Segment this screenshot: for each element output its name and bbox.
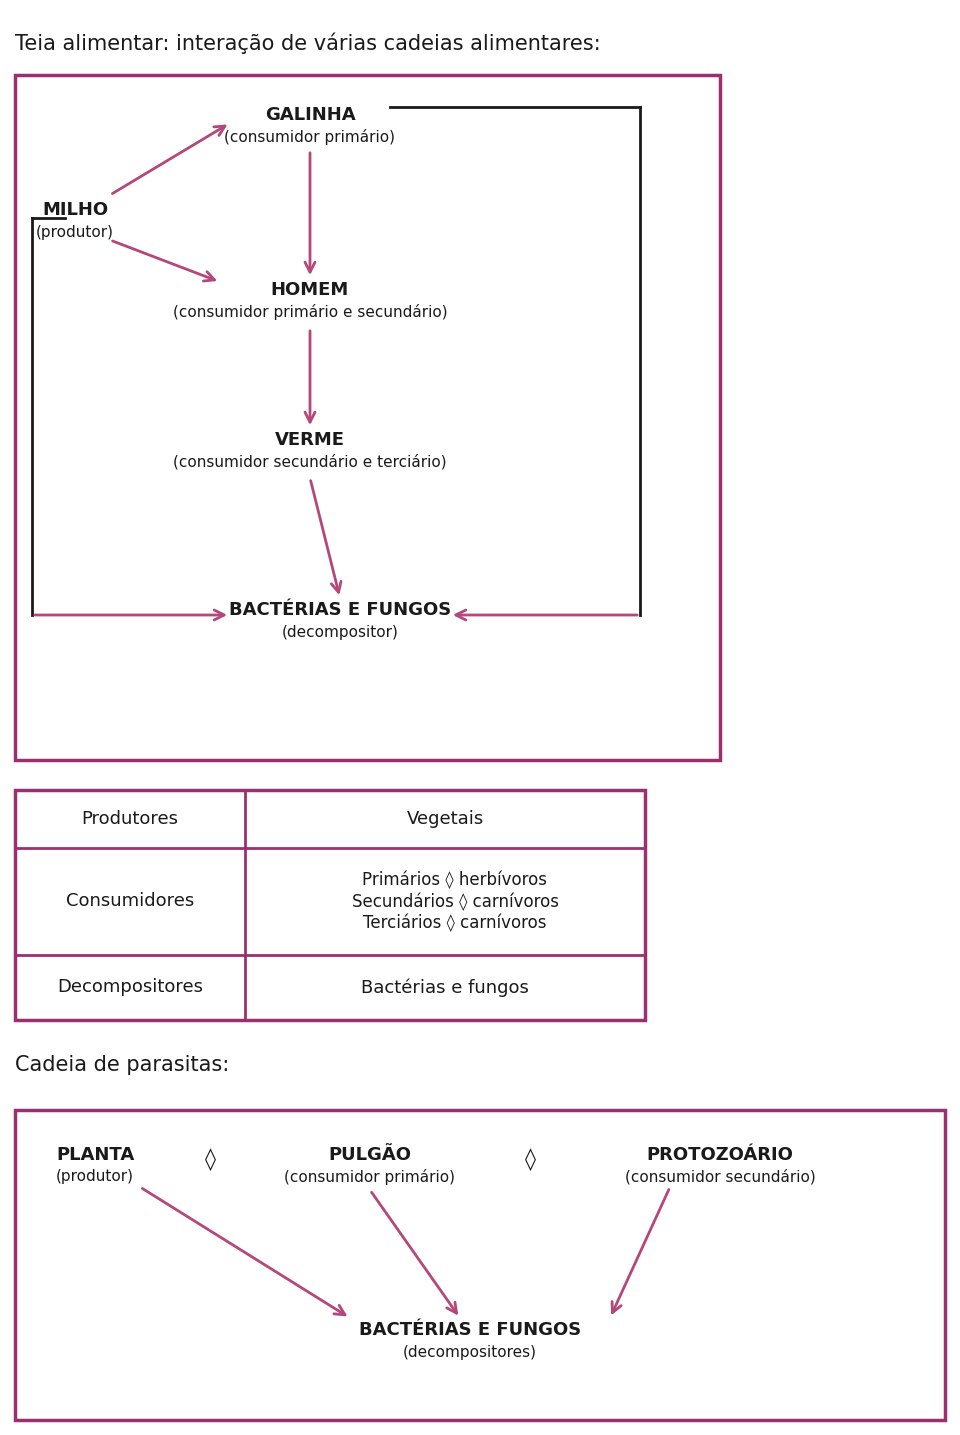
Text: (consumidor primário): (consumidor primário): [284, 1170, 455, 1185]
Text: Decompositores: Decompositores: [57, 979, 203, 996]
Bar: [15, 1111, 945, 1421]
Bar: [15, 75, 720, 761]
Text: PROTOZOÁRIO: PROTOZOÁRIO: [647, 1147, 793, 1164]
Text: HOMEM: HOMEM: [271, 281, 349, 298]
Text: BACTÉRIAS E FUNGOS: BACTÉRIAS E FUNGOS: [228, 601, 451, 618]
Text: (consumidor primário e secundário): (consumidor primário e secundário): [173, 304, 447, 320]
Text: (decompositores): (decompositores): [403, 1345, 537, 1359]
Text: (consumidor secundário e terciário): (consumidor secundário e terciário): [173, 455, 446, 469]
Text: Cadeia de parasitas:: Cadeia de parasitas:: [15, 1055, 229, 1075]
Text: BACTÉRIAS E FUNGOS: BACTÉRIAS E FUNGOS: [359, 1322, 581, 1339]
Text: VERME: VERME: [275, 430, 345, 449]
Text: Bactérias e fungos: Bactérias e fungos: [361, 979, 529, 997]
Text: MILHO: MILHO: [42, 201, 108, 220]
Text: Primários ◊ herbívoros
Secundários ◊ carnívoros
Terciários ◊ carnívoros: Primários ◊ herbívoros Secundários ◊ car…: [351, 871, 559, 933]
Text: (consumidor primário): (consumidor primário): [225, 129, 396, 145]
Text: Produtores: Produtores: [82, 809, 179, 828]
Text: (produtor): (produtor): [56, 1170, 134, 1184]
Text: PLANTA: PLANTA: [56, 1147, 134, 1164]
Text: (produtor): (produtor): [36, 224, 114, 240]
Text: Consumidores: Consumidores: [66, 893, 194, 910]
Text: Teia alimentar: interação de várias cadeias alimentares:: Teia alimentar: interação de várias cade…: [15, 32, 601, 53]
Bar: [15, 791, 645, 1020]
Text: Vegetais: Vegetais: [406, 809, 484, 828]
Text: (consumidor secundário): (consumidor secundário): [625, 1170, 815, 1185]
Text: PULGÃO: PULGÃO: [328, 1147, 412, 1164]
Text: GALINHA: GALINHA: [265, 106, 355, 123]
Text: (decompositor): (decompositor): [281, 624, 398, 640]
Text: ◊: ◊: [204, 1148, 215, 1171]
Text: ◊: ◊: [524, 1148, 536, 1171]
